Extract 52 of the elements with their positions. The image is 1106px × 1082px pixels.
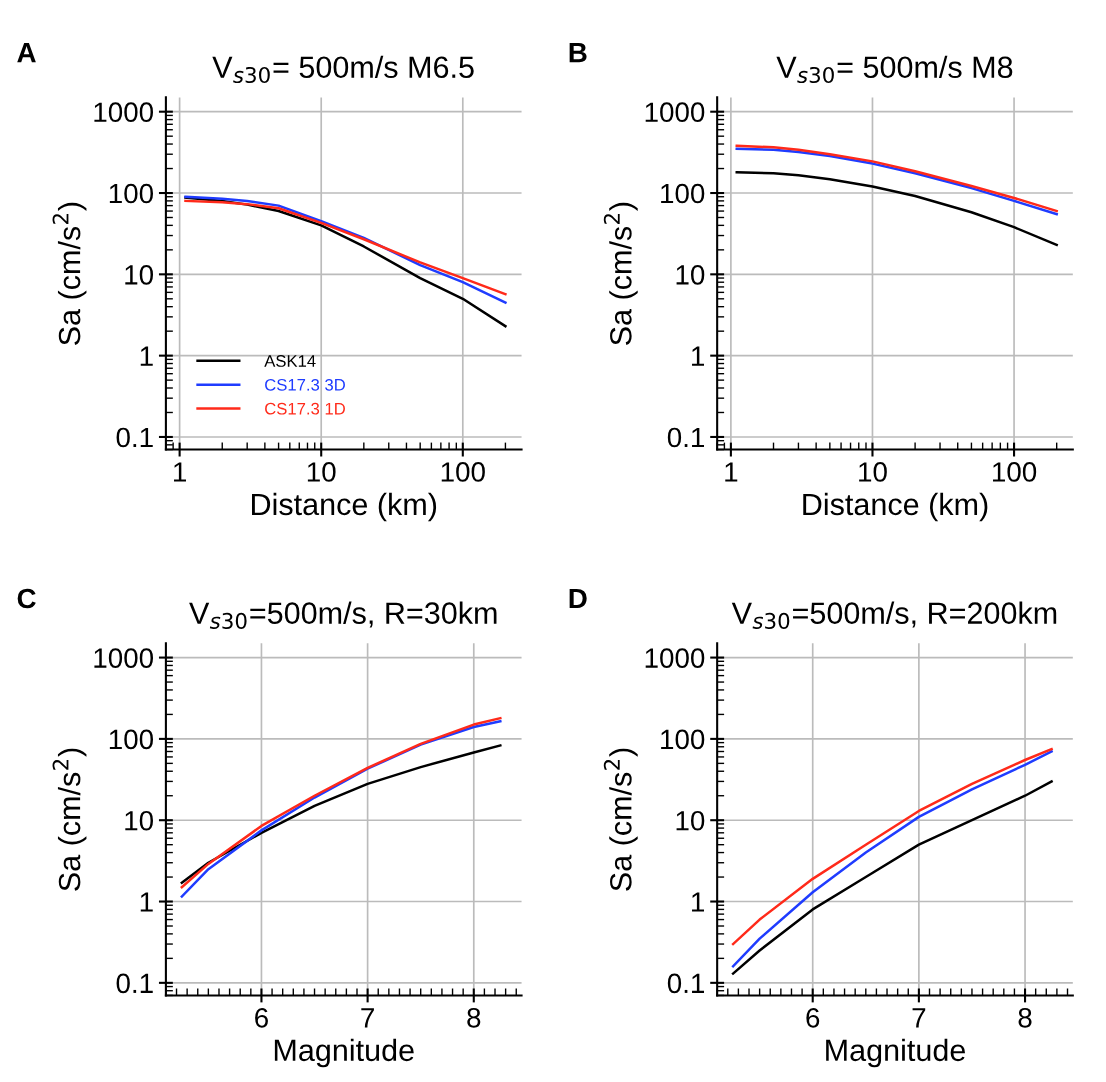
y-tick-label: 1 — [692, 346, 705, 366]
x-tick-label: 100 — [993, 462, 1037, 482]
x-tick-label: 6 — [255, 1007, 268, 1028]
y-tick-label: 10 — [676, 265, 705, 285]
x-tick-label: 1 — [174, 462, 186, 482]
y-tick-label: 0.1 — [116, 973, 153, 994]
y-tick-label: 10 — [125, 265, 154, 285]
chart-title: V$_{s30}$= 500m/s M8 — [776, 55, 1013, 84]
x-tick-label: 6 — [806, 1007, 820, 1028]
y-tick-label: 1 — [692, 892, 705, 912]
chart-title: V$_{s30}$=500m/s, R=200km — [731, 601, 1057, 629]
y-axis-title: Sa (cm/s$^{2}$) — [52, 748, 87, 891]
legend-label: CS17.3 1D — [265, 402, 345, 415]
y-tick-label: 100 — [109, 729, 154, 750]
text: B — [569, 43, 587, 63]
legend-label: ASK14 — [264, 355, 316, 367]
text: D — [569, 588, 587, 609]
y-tick-label: 1000 — [645, 102, 705, 123]
y-tick-label: 1000 — [94, 102, 154, 123]
x-tick-label: 100 — [441, 462, 485, 482]
y-axis-title: Sa (cm/s$^{2}$) — [52, 202, 87, 345]
text: C — [17, 588, 36, 609]
y-tick-label: 100 — [661, 183, 705, 204]
y-tick-label: 100 — [109, 183, 154, 204]
legend-label: CS17.3 3D — [265, 378, 345, 391]
y-tick-label: 100 — [661, 729, 705, 750]
x-axis-title: Distance (km) — [252, 492, 437, 522]
y-axis-title: Sa (cm/s$^{2}$) — [603, 748, 638, 891]
text: A — [17, 43, 36, 63]
y-tick-label: 0.1 — [116, 427, 153, 448]
x-axis-title: Magnitude — [826, 1038, 965, 1068]
x-tick-label: 7 — [361, 1008, 374, 1028]
chart-title: V$_{s30}$=500m/s, R=30km — [189, 601, 497, 629]
y-tick-label: 1 — [140, 346, 153, 366]
y-tick-label: 1000 — [645, 648, 705, 668]
y-tick-label: 1 — [140, 892, 153, 912]
x-tick-label: 8 — [1018, 1007, 1032, 1028]
x-tick-label: 8 — [467, 1007, 481, 1028]
x-tick-label: 1 — [725, 462, 738, 482]
x-tick-label: 10 — [307, 462, 336, 482]
y-tick-label: 10 — [676, 810, 705, 831]
y-tick-label: 0.1 — [667, 973, 705, 994]
x-axis-title: Magnitude — [274, 1038, 414, 1068]
line-series — [731, 780, 1053, 975]
y-tick-label: 1000 — [94, 648, 154, 668]
chart-title: V$_{s30}$= 500m/s M6.5 — [212, 55, 474, 84]
x-tick-label: 7 — [912, 1008, 926, 1028]
x-tick-label: 10 — [859, 462, 887, 482]
y-tick-label: 0.1 — [667, 427, 705, 448]
y-axis-title: Sa (cm/s$^{2}$) — [603, 202, 638, 345]
y-tick-label: 10 — [125, 810, 154, 831]
x-axis-title: Distance (km) — [803, 492, 988, 522]
